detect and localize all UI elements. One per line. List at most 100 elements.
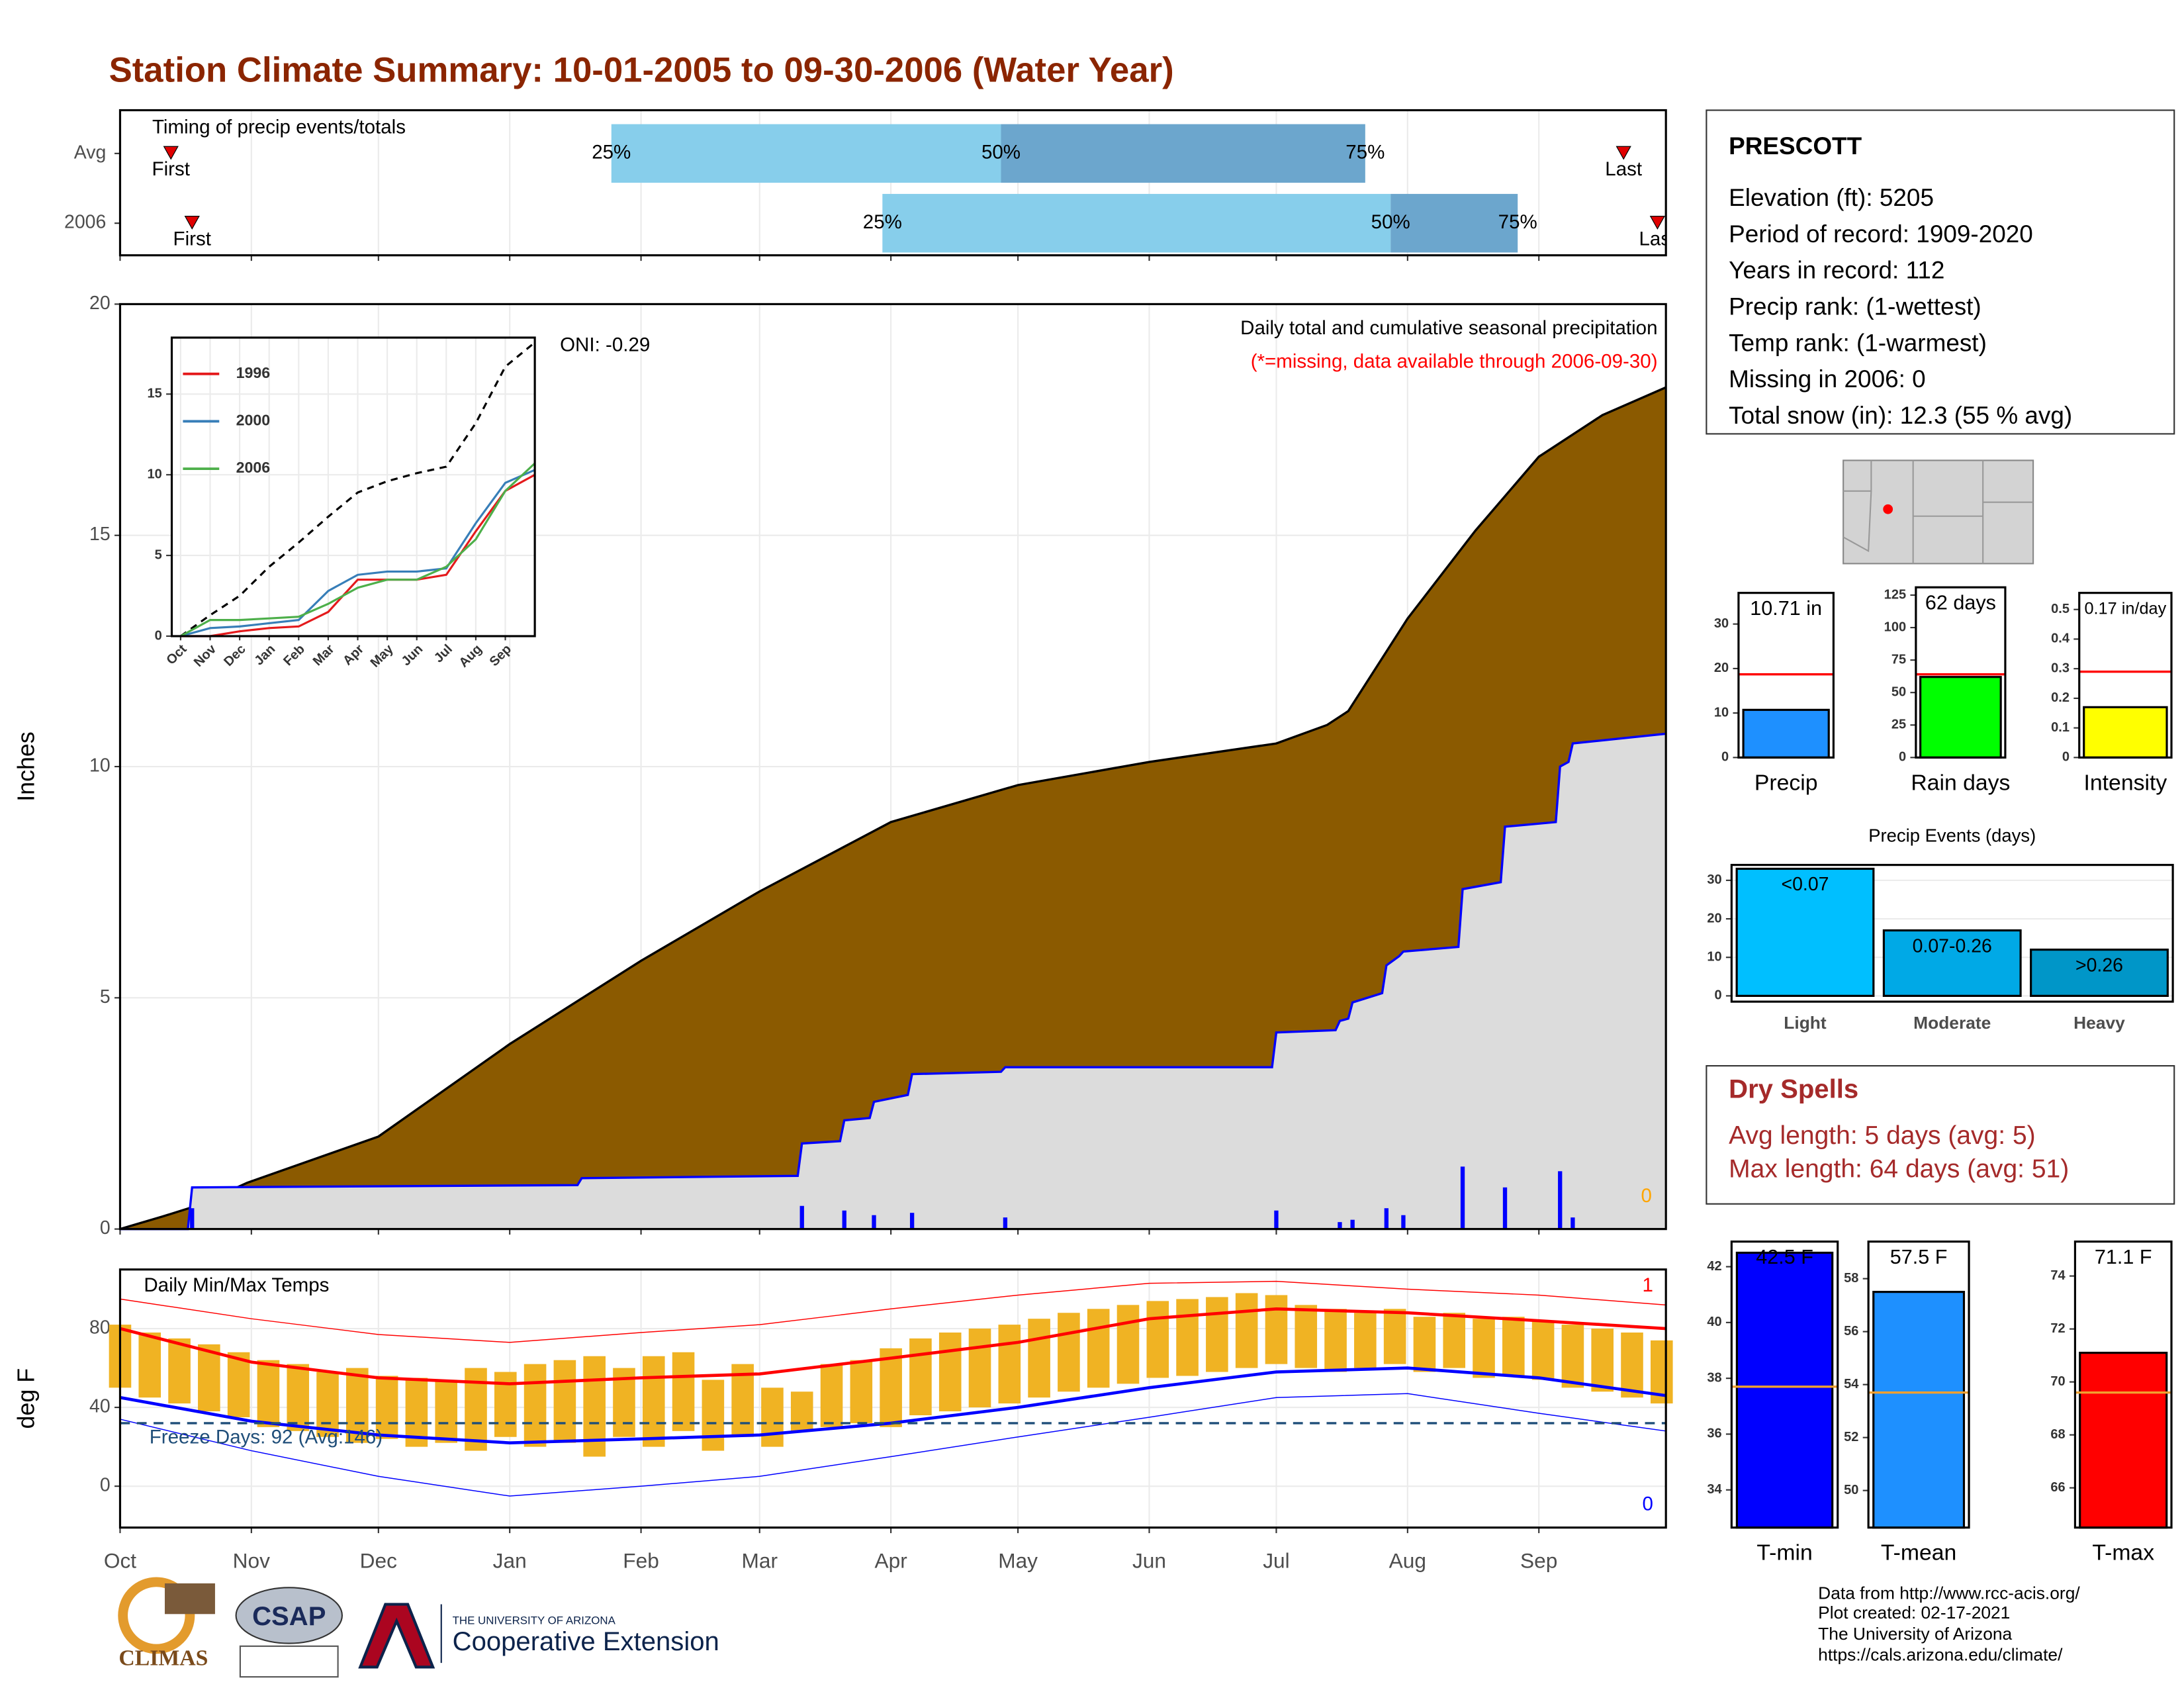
temp-range-bar	[375, 1376, 398, 1439]
temp-range-bar	[1265, 1295, 1288, 1364]
logo-text: Cooperative Extension	[453, 1627, 719, 1656]
daily-precip-bar	[1502, 1187, 1508, 1229]
x-tick-label: Jun	[1132, 1549, 1166, 1573]
cumulative-area	[120, 733, 1666, 1229]
quartile-bar	[1001, 124, 1365, 183]
station-location	[1883, 504, 1893, 514]
station-info: Elevation (ft): 5205	[1729, 184, 1934, 211]
dry-spells-box	[1706, 1065, 2175, 1205]
x-tick-label: Mar	[742, 1549, 778, 1573]
y-axis-label: deg F	[13, 1368, 40, 1429]
daily-precip-bar	[909, 1213, 915, 1229]
y-tick-label: 100	[1884, 620, 1906, 634]
temp-range-bar	[909, 1338, 932, 1416]
station-info: Temp rank: (1-warmest)	[1729, 329, 1987, 356]
daily-precip-bar	[1350, 1219, 1355, 1229]
y-tick-label: 25	[1891, 718, 1906, 732]
y-tick-label: 10	[1707, 950, 1721, 964]
cumulative-line	[180, 473, 535, 637]
bar	[1735, 867, 1875, 997]
station-box	[1706, 109, 2175, 435]
cumulative-line	[179, 342, 536, 637]
temp-range-bar	[287, 1364, 310, 1431]
logo-text: THE UNIVERSITY OF ARIZONA	[453, 1614, 616, 1626]
temp-range-bar	[672, 1352, 695, 1431]
value-label: 10.71 in	[1750, 597, 1822, 620]
y-tick-label: 56	[1844, 1324, 1858, 1338]
temp-range-bar	[1561, 1325, 1584, 1388]
temp-range-bar	[820, 1364, 843, 1427]
temp-range-bar	[1087, 1309, 1110, 1388]
y-tick-label: 50	[1844, 1483, 1858, 1497]
temp-range-bar	[1531, 1321, 1555, 1380]
temp-range-bar	[1028, 1319, 1050, 1398]
record-high-count: 1	[1643, 1274, 1653, 1296]
temp-range-bar	[523, 1364, 547, 1447]
first-marker	[163, 146, 179, 160]
y-tick-label: 20	[1714, 661, 1729, 675]
quantile-label: 50%	[1371, 211, 1410, 233]
last-label: Last	[1639, 228, 1676, 250]
daily-precip-bar	[1401, 1215, 1406, 1229]
y-tick-label: 66	[2050, 1480, 2065, 1495]
y-tick-label: 0	[100, 1217, 111, 1239]
temp-range-bar	[227, 1352, 250, 1417]
y-tick-label: 34	[1707, 1482, 1722, 1497]
y-tick-label: 5	[155, 547, 162, 562]
y-tick-label: 30	[1707, 872, 1721, 887]
x-tick-label: Precip	[1754, 770, 1818, 795]
daily-precip-bar	[1460, 1166, 1465, 1229]
temp-range-bar	[257, 1360, 280, 1427]
cumulative-area	[120, 387, 1666, 1229]
temp-range-bar	[138, 1333, 161, 1398]
temp-range-bar	[850, 1360, 873, 1423]
y-tick-label: 72	[2050, 1321, 2065, 1336]
value-label: 42.5 F	[1756, 1246, 1813, 1268]
y-tick-label: 54	[1844, 1377, 1859, 1391]
daily-precip-bar	[1274, 1210, 1279, 1229]
location-map	[1843, 459, 2034, 565]
credit-line: The University of Arizona	[1818, 1624, 2012, 1644]
station-info: Period of record: 1909-2020	[1729, 220, 2033, 248]
panel-frame	[1915, 586, 2007, 759]
x-tick-label: Jul	[1263, 1549, 1289, 1573]
y-tick-label: 0	[155, 628, 162, 643]
panel-frame	[118, 109, 1667, 257]
cumulative-line	[119, 386, 1666, 1231]
csap-cloud	[235, 1587, 343, 1644]
credit-line: Plot created: 02-17-2021	[1818, 1603, 2010, 1622]
logo-text: CSAP	[252, 1602, 326, 1631]
bar	[1882, 929, 2022, 997]
first-label: First	[152, 158, 190, 180]
y-tick-label: 70	[2050, 1374, 2065, 1389]
temp-range-bar	[198, 1344, 220, 1412]
chart-subtitle: (*=missing, data available through 2006-…	[1251, 351, 1658, 373]
value-label: 0.17 in/day	[2084, 600, 2166, 618]
quantile-label: 50%	[981, 142, 1021, 164]
station-info: Total snow (in): 12.3 (55 % avg)	[1729, 402, 2072, 429]
temp-range-bar	[1295, 1305, 1318, 1368]
quartile-bar	[611, 124, 1001, 183]
y-tick-label: 10	[147, 467, 161, 482]
daily-precip-bar	[872, 1215, 876, 1229]
station-name: PRESCOTT	[1729, 132, 1862, 160]
y-tick-label: 15	[89, 524, 111, 545]
y-tick-label: 10	[1714, 705, 1729, 720]
panel-frame	[118, 303, 1667, 1231]
average-line	[119, 1307, 1666, 1385]
freeze-label: Freeze Days: 92 (Avg:146)	[150, 1427, 383, 1448]
temp-range-bar	[998, 1325, 1021, 1404]
y-tick-label: 20	[1707, 911, 1721, 925]
temp-range-bar	[1413, 1317, 1436, 1372]
temp-range-bar	[702, 1380, 725, 1451]
temp-range-bar	[1354, 1313, 1377, 1368]
page-title: Station Climate Summary: 10-01-2005 to 0…	[109, 51, 1174, 90]
bar	[1735, 1251, 1834, 1529]
y-tick-label: 0	[100, 1475, 111, 1496]
daily-precip-bar	[1558, 1171, 1563, 1229]
last-label: Last	[1605, 158, 1642, 180]
y-tick-label: 0	[1899, 750, 1906, 765]
x-tick-label: Moderate	[1913, 1013, 1991, 1033]
bar	[1872, 1291, 1966, 1529]
y-tick-label: 20	[89, 293, 111, 314]
